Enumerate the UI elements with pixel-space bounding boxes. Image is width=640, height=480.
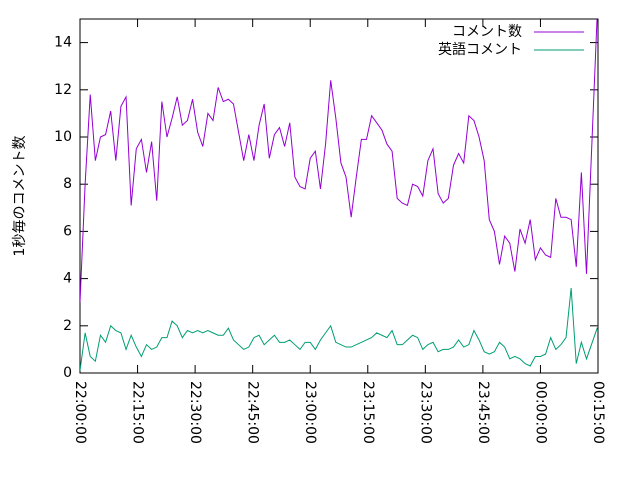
y-tick-label: 12: [54, 82, 72, 98]
y-tick-label: 4: [63, 271, 72, 287]
series-line: [80, 287, 598, 371]
y-tick-label: 14: [54, 35, 72, 51]
x-tick-label: 00:15:00: [590, 381, 606, 444]
x-tick-label: 23:15:00: [360, 381, 376, 444]
x-tick-label: 22:45:00: [245, 381, 261, 444]
y-tick-label: 8: [63, 176, 72, 192]
y-tick-label: 10: [54, 129, 72, 145]
legend-label: コメント数: [452, 24, 522, 40]
y-tick-label: 6: [63, 223, 72, 239]
x-tick-label: 22:00:00: [72, 381, 88, 444]
y-tick-label: 0: [63, 365, 72, 381]
legend-label: 英語コメント: [438, 41, 522, 58]
x-tick-label: 22:30:00: [187, 381, 203, 444]
x-tick-label: 22:15:00: [130, 381, 146, 444]
x-tick-label: 23:45:00: [475, 381, 491, 444]
x-tick-label: 23:30:00: [417, 381, 433, 444]
y-axis-label: 1秒毎のコメント数: [12, 136, 28, 257]
x-tick-label: 23:00:00: [302, 381, 318, 444]
y-tick-label: 2: [63, 318, 72, 334]
series-line: [80, 19, 598, 303]
plot-frame: [79, 18, 599, 374]
x-tick-label: 00:00:00: [532, 381, 548, 444]
